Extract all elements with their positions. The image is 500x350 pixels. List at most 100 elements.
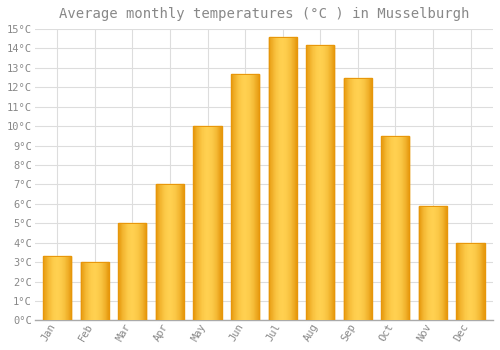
Bar	[82, 262, 83, 321]
Bar	[466, 243, 467, 321]
Bar	[53, 256, 54, 321]
Bar	[80, 262, 82, 321]
Bar	[43, 256, 72, 321]
Bar	[166, 184, 167, 321]
Bar	[276, 37, 277, 321]
Bar	[240, 74, 241, 321]
Bar	[196, 126, 197, 321]
Bar	[361, 78, 362, 321]
Bar	[71, 256, 72, 321]
Bar	[478, 243, 479, 321]
Bar	[61, 256, 62, 321]
Bar	[357, 78, 358, 321]
Bar	[250, 74, 252, 321]
Bar	[59, 256, 60, 321]
Bar	[470, 243, 471, 321]
Bar	[128, 223, 129, 321]
Bar	[388, 136, 389, 321]
Bar	[439, 206, 440, 321]
Bar	[215, 126, 216, 321]
Bar	[274, 37, 275, 321]
Bar	[55, 256, 56, 321]
Bar	[169, 184, 170, 321]
Bar	[141, 223, 142, 321]
Bar	[173, 184, 174, 321]
Bar	[194, 126, 222, 321]
Bar	[443, 206, 444, 321]
Bar	[125, 223, 126, 321]
Bar	[126, 223, 127, 321]
Bar	[463, 243, 464, 321]
Bar	[219, 126, 220, 321]
Bar	[206, 126, 207, 321]
Bar	[349, 78, 350, 321]
Bar	[344, 78, 372, 321]
Bar	[392, 136, 393, 321]
Bar	[394, 136, 395, 321]
Bar	[368, 78, 369, 321]
Bar	[163, 184, 164, 321]
Bar	[359, 78, 360, 321]
Bar	[344, 78, 345, 321]
Bar	[232, 74, 234, 321]
Bar	[54, 256, 55, 321]
Bar	[51, 256, 52, 321]
Bar	[423, 206, 424, 321]
Bar	[130, 223, 132, 321]
Bar	[248, 74, 249, 321]
Bar	[99, 262, 100, 321]
Bar	[50, 256, 51, 321]
Bar	[282, 37, 283, 321]
Bar	[94, 262, 95, 321]
Bar	[176, 184, 178, 321]
Bar	[347, 78, 348, 321]
Bar	[68, 256, 69, 321]
Bar	[179, 184, 180, 321]
Bar	[362, 78, 363, 321]
Bar	[165, 184, 166, 321]
Bar	[64, 256, 65, 321]
Bar	[286, 37, 287, 321]
Bar	[137, 223, 138, 321]
Bar	[409, 136, 410, 321]
Bar	[294, 37, 295, 321]
Bar	[96, 262, 97, 321]
Bar	[367, 78, 368, 321]
Bar	[247, 74, 248, 321]
Bar	[363, 78, 364, 321]
Bar	[200, 126, 201, 321]
Bar	[194, 126, 195, 321]
Bar	[66, 256, 67, 321]
Bar	[404, 136, 405, 321]
Bar	[95, 262, 96, 321]
Bar	[483, 243, 484, 321]
Bar	[476, 243, 478, 321]
Bar	[428, 206, 429, 321]
Bar	[121, 223, 122, 321]
Bar	[323, 44, 324, 321]
Bar	[134, 223, 135, 321]
Bar	[197, 126, 198, 321]
Bar	[107, 262, 108, 321]
Bar	[129, 223, 130, 321]
Bar	[242, 74, 243, 321]
Bar	[345, 78, 346, 321]
Bar	[296, 37, 297, 321]
Bar	[382, 136, 409, 321]
Bar	[168, 184, 169, 321]
Bar	[401, 136, 402, 321]
Bar	[386, 136, 387, 321]
Bar	[246, 74, 247, 321]
Bar	[420, 206, 421, 321]
Bar	[98, 262, 99, 321]
Title: Average monthly temperatures (°C ) in Musselburgh: Average monthly temperatures (°C ) in Mu…	[58, 7, 469, 21]
Bar	[92, 262, 93, 321]
Bar	[70, 256, 71, 321]
Bar	[398, 136, 399, 321]
Bar	[397, 136, 398, 321]
Bar	[333, 44, 334, 321]
Bar	[108, 262, 109, 321]
Bar	[446, 206, 447, 321]
Bar	[390, 136, 391, 321]
Bar	[319, 44, 320, 321]
